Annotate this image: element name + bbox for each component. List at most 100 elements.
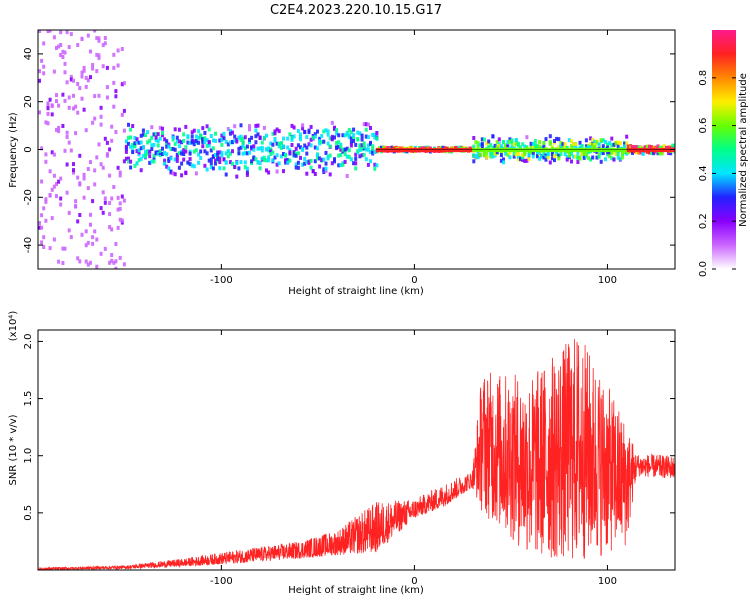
heatmap-cell [324,150,328,155]
heatmap-cell [584,144,588,149]
heatmap-cell [248,140,251,145]
heatmap-cell [390,145,394,150]
heatmap-cell [516,152,520,156]
heatmap-cell [265,147,268,152]
heatmap-cell [89,75,92,80]
heatmap-cell [78,213,82,217]
heatmap-cell [476,151,480,156]
heatmap-cell [224,172,228,177]
heatmap-cell [660,151,664,156]
snr-y-multiplier: (x10⁴) [8,311,19,342]
heatmap-cell [205,143,209,148]
heatmap-cell [476,155,480,160]
heatmap-cell [139,133,143,138]
heatmap-cell [122,108,126,113]
heatmap-cell [531,142,535,146]
heatmap-cell [269,141,273,146]
heatmap-cell [91,235,95,240]
heatmap-cell [171,147,175,151]
heatmap-cell [173,147,177,152]
heatmap-cell [252,155,256,160]
heatmap-cell [364,127,368,132]
heatmap-cell [205,167,209,172]
heatmap-cell [190,163,194,168]
heatmap-cell [356,130,360,135]
heatmap-cell [286,136,290,141]
heatmap-cell [131,124,135,128]
heatmap-cell [218,156,222,161]
heatmap-cell [269,149,273,154]
heatmap-cell [275,162,279,167]
heatmap-cell [188,157,192,162]
heatmap-cell [493,143,497,148]
heatmap-cell [282,144,285,149]
heatmap-cell [320,134,324,138]
heatmap-cell [669,145,673,150]
heatmap-cell [282,136,285,141]
heatmap-cell [161,126,164,131]
heatmap-cell [122,198,126,203]
heatmap-cell [61,49,65,54]
heatmap-cell [114,94,118,99]
heatmap-cell [311,135,315,140]
heatmap-cell [57,129,61,134]
heatmap-cell [286,158,290,163]
heatmap-cell [57,179,61,184]
heatmap-cell [299,135,302,140]
heatmap-cell [641,151,645,156]
heatmap-cell [574,154,578,159]
heatmap-cell [669,151,673,156]
heatmap-cell [516,154,520,159]
heatmap-cell [597,154,601,159]
heatmap-cell [114,89,118,94]
heatmap-cell [241,136,245,141]
heatmap-cell [318,136,322,141]
heatmap-cell [621,155,624,160]
heatmap-cell [472,148,627,153]
heatmap-cell [44,199,48,204]
heatmap-cell [516,157,520,162]
heatmap-cell [506,144,510,149]
heatmap-cell [354,156,358,161]
heatmap-cell [86,167,90,171]
heatmap-cell [52,184,56,189]
heatmap-cell [131,150,135,155]
heatmap-cell [74,199,78,204]
heatmap-cell [38,110,41,115]
heatmap-cell [80,232,84,237]
heatmap-cell [538,140,542,144]
heatmap-cell [72,170,75,175]
heatmap-cell [303,143,307,148]
heatmap-cell [610,150,614,155]
heatmap-cell [604,140,607,144]
heatmap-cell [521,142,525,147]
heatmap-cell [40,146,44,151]
heatmap-cell [226,127,230,131]
heatmap-cell [299,155,302,160]
heatmap-cell [544,157,548,162]
heatmap-cell [354,142,358,147]
heatmap-cell [352,133,356,138]
y-tick-label: 40 [23,48,34,61]
heatmap-cell [46,106,50,111]
heatmap-cell [99,114,103,119]
heatmap-cell [44,159,48,164]
heatmap-cell [114,259,118,264]
heatmap-cell [220,137,224,142]
heatmap-cell [72,162,75,167]
heatmap-cell [110,227,114,232]
heatmap-cell [531,154,535,159]
colorbar-tick-label: 0.8 [698,70,709,86]
heatmap-cell [341,147,345,152]
heatmap-cell [165,139,169,144]
heatmap-cell [521,155,525,160]
heatmap-cell [523,144,527,149]
heatmap-cell [120,47,124,51]
heatmap-cell [124,149,128,154]
heatmap-cell [95,52,99,57]
heatmap-cell [474,154,478,159]
heatmap-cell [211,154,215,159]
heatmap-cell [231,140,234,144]
heatmap-cell [273,138,277,143]
heatmap-cell [190,134,194,139]
